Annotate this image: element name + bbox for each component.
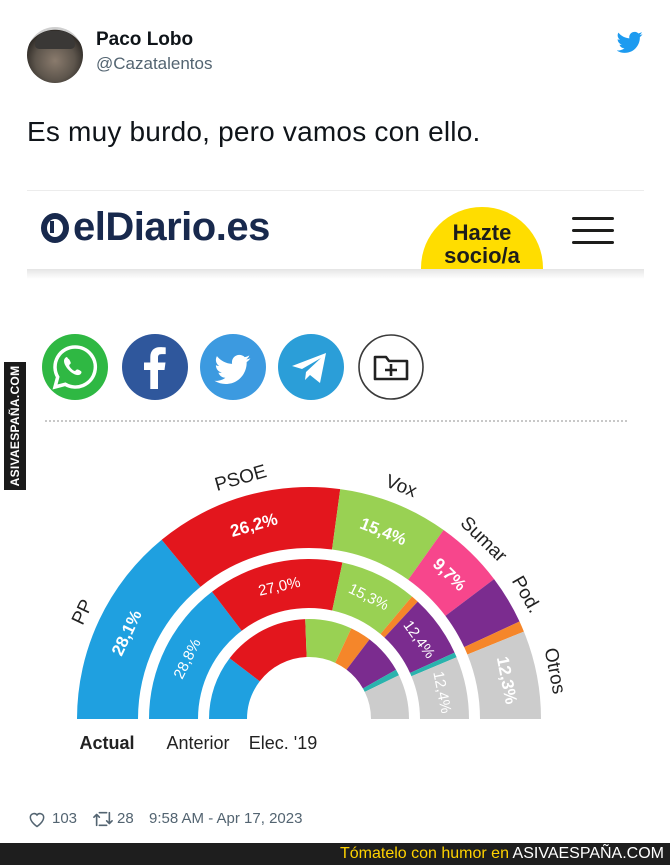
side-watermark: ASIVAESPAÑA.COM [4, 362, 26, 490]
article-screenshot[interactable]: elDiario.es Hazte socio/a [27, 190, 644, 785]
tweet-timestamp[interactable]: 9:58 AM - Apr 17, 2023 [149, 810, 302, 827]
like-count[interactable]: 103 [52, 810, 77, 827]
divider [45, 420, 627, 422]
party-label-1: PSOE [212, 461, 269, 496]
display-name[interactable]: Paco Lobo [96, 29, 193, 51]
facebook-icon[interactable] [121, 333, 189, 401]
party-label-5: Otros [540, 646, 570, 696]
side-watermark-text: ASIVAESPAÑA.COM [8, 366, 22, 487]
footer-prefix: Tómatelo con humor en [340, 845, 513, 862]
retweet-icon[interactable] [92, 809, 114, 829]
hazte-socio-button[interactable]: Hazte socio/a [421, 207, 543, 275]
poll-hemicycle-chart: 28,1%26,2% 15,4%9,7%12,3%28,8%27,0% 15,3%1… [27, 431, 644, 776]
site-header: elDiario.es Hazte socio/a [27, 191, 644, 277]
ring-label-0: Actual [79, 733, 134, 753]
user-handle[interactable]: @Cazatalentos [96, 54, 213, 74]
socio-line2: socio/a [444, 243, 520, 268]
retweet-count[interactable]: 28 [117, 810, 134, 827]
party-label-0: PP [68, 596, 98, 628]
twitter-bird-icon[interactable] [617, 29, 643, 55]
footer-site: ASIVAESPAÑA.COM [513, 845, 664, 862]
party-label-2: Vox [382, 471, 420, 502]
footer-watermark: Tómatelo con humor en ASIVAESPAÑA.COM [0, 843, 670, 865]
heart-icon[interactable] [27, 809, 47, 829]
logo-mark-icon [41, 213, 69, 243]
avatar[interactable] [27, 27, 83, 83]
ring-label-2: Elec. '19 [249, 733, 317, 753]
telegram-icon[interactable] [277, 333, 345, 401]
folder-add-icon[interactable] [357, 333, 425, 401]
logo-text: elDiario.es [73, 205, 270, 249]
header-shadow [27, 269, 644, 279]
whatsapp-icon[interactable] [41, 333, 109, 401]
twitter-icon[interactable] [199, 333, 267, 401]
hamburger-menu-icon[interactable] [572, 215, 614, 245]
ring-label-1: Anterior [166, 733, 229, 753]
eldiario-logo: elDiario.es [41, 205, 270, 250]
tweet-text: Es muy burdo, pero vamos con ello. [27, 116, 480, 148]
tweet-header: Paco Lobo @Cazatalentos [27, 25, 647, 85]
socio-line1: Hazte [453, 220, 512, 245]
